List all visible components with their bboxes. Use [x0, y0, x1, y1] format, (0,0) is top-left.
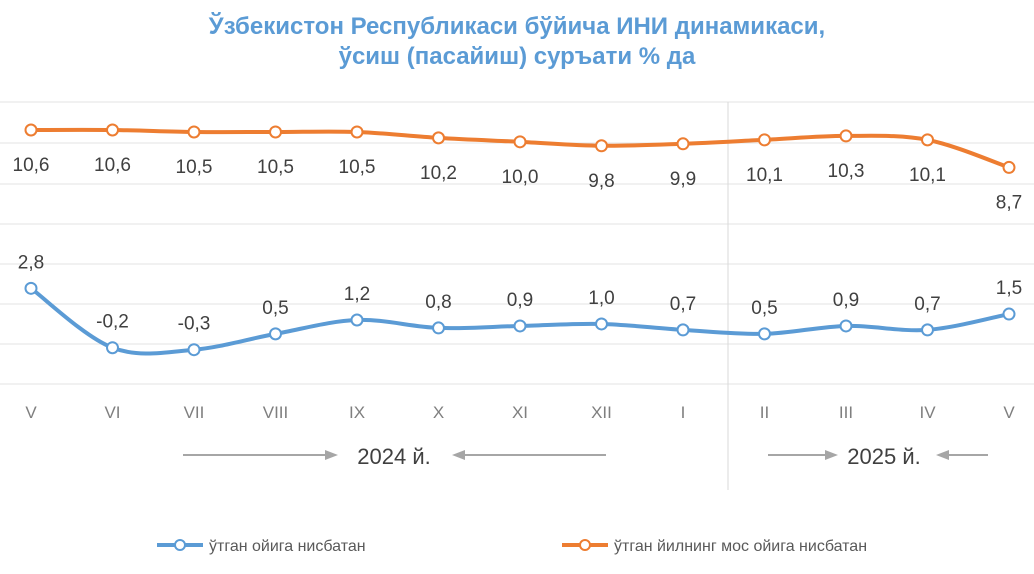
legend-label-mom: ўтган ойига нисбатан	[209, 538, 366, 555]
x-axis-ticks: V VI VII VIII IX X XI XII I II III IV V	[25, 403, 1015, 422]
point-yoy	[1002, 160, 1016, 174]
data-label-yoy: 10,5	[176, 157, 213, 178]
series-lines	[24, 123, 1016, 357]
data-label-mom: 0,7	[670, 294, 696, 315]
point-yoy	[106, 123, 119, 137]
point-yoy	[24, 123, 38, 137]
x-tick-label: V	[25, 403, 37, 422]
data-label-mom: 1,5	[996, 278, 1022, 299]
legend-item-yoy: ўтган йилнинг мос ойига нисбатан	[562, 538, 867, 555]
gridlines	[0, 101, 1034, 385]
data-label-mom: -0,3	[178, 314, 211, 335]
point-mom	[595, 317, 608, 331]
point-mom	[24, 281, 38, 295]
data-label-mom: 0,5	[262, 298, 288, 319]
point-yoy	[839, 129, 853, 143]
x-tick-label: I	[681, 403, 686, 422]
year-2024-annotation: 2024 й.	[183, 444, 606, 469]
point-mom	[676, 323, 690, 337]
point-yoy	[758, 133, 771, 147]
data-label-yoy: 9,9	[670, 169, 696, 190]
point-mom	[269, 327, 282, 341]
data-label-mom: 0,7	[914, 294, 940, 315]
point-mom	[758, 327, 771, 341]
data-label-mom: 0,9	[507, 290, 533, 311]
data-label-yoy: 9,8	[588, 171, 614, 192]
point-yoy	[432, 131, 445, 145]
year-2024-label: 2024 й.	[357, 444, 430, 469]
data-label-yoy: 10,1	[909, 165, 946, 186]
x-tick-label: IV	[919, 403, 936, 422]
data-label-mom: -0,2	[96, 312, 129, 333]
data-label-yoy: 10,5	[339, 157, 376, 178]
data-labels: 10,6 10,6 10,5 10,5 10,5 10,2 10,0 9,8 9,9 10,1 10…	[13, 155, 1023, 335]
year-2025-label: 2025 й.	[847, 444, 920, 469]
x-tick-label: XII	[591, 403, 612, 422]
x-tick-label: V	[1003, 403, 1015, 422]
chart-title-line1: Ўзбекистон Республикаси бўйича ИНИ динам…	[208, 12, 825, 40]
data-label-yoy: 8,7	[996, 192, 1022, 213]
data-label-yoy: 10,0	[502, 167, 539, 188]
point-mom	[187, 343, 201, 357]
point-yoy	[595, 139, 608, 153]
x-tick-label: II	[760, 403, 769, 422]
data-label-mom: 2,8	[18, 252, 44, 273]
point-mom	[1002, 307, 1016, 321]
data-label-mom: 1,0	[588, 288, 614, 309]
point-mom	[839, 319, 853, 333]
data-label-yoy: 10,5	[257, 157, 294, 178]
point-mom	[106, 341, 119, 355]
data-label-yoy: 10,1	[746, 165, 783, 186]
point-yoy	[187, 125, 201, 139]
x-tick-label: VII	[184, 403, 205, 422]
legend-item-mom: ўтган ойига нисбатан	[157, 538, 366, 555]
point-mom	[513, 319, 527, 333]
point-yoy	[513, 135, 527, 149]
data-label-yoy: 10,6	[13, 155, 50, 176]
data-label-mom: 0,9	[833, 290, 859, 311]
point-mom	[350, 313, 364, 327]
chart-title-line2: ўсиш (пасайиш) суръати % да	[339, 43, 696, 70]
x-tick-label: IX	[349, 403, 365, 422]
point-yoy	[676, 137, 690, 151]
data-label-yoy: 10,3	[828, 161, 865, 182]
data-label-yoy: 10,2	[420, 163, 457, 184]
data-label-mom: 0,5	[751, 298, 777, 319]
point-yoy	[350, 125, 364, 139]
legend-label-yoy: ўтган йилнинг мос ойига нисбатан	[614, 538, 867, 555]
point-mom	[432, 321, 445, 335]
legend: ўтган ойига нисбатан ўтган йилнинг мос о…	[157, 538, 867, 555]
year-2025-annotation: 2025 й.	[768, 444, 988, 469]
x-tick-label: X	[433, 403, 444, 422]
point-yoy	[921, 133, 934, 147]
x-tick-label: III	[839, 403, 853, 422]
data-label-mom: 1,2	[344, 284, 370, 305]
x-tick-label: VI	[104, 403, 120, 422]
x-tick-label: XI	[512, 403, 528, 422]
x-tick-label: VIII	[263, 403, 289, 422]
point-mom	[921, 323, 934, 337]
data-label-yoy: 10,6	[94, 155, 131, 176]
point-yoy	[269, 125, 282, 139]
data-label-mom: 0,8	[425, 292, 451, 313]
